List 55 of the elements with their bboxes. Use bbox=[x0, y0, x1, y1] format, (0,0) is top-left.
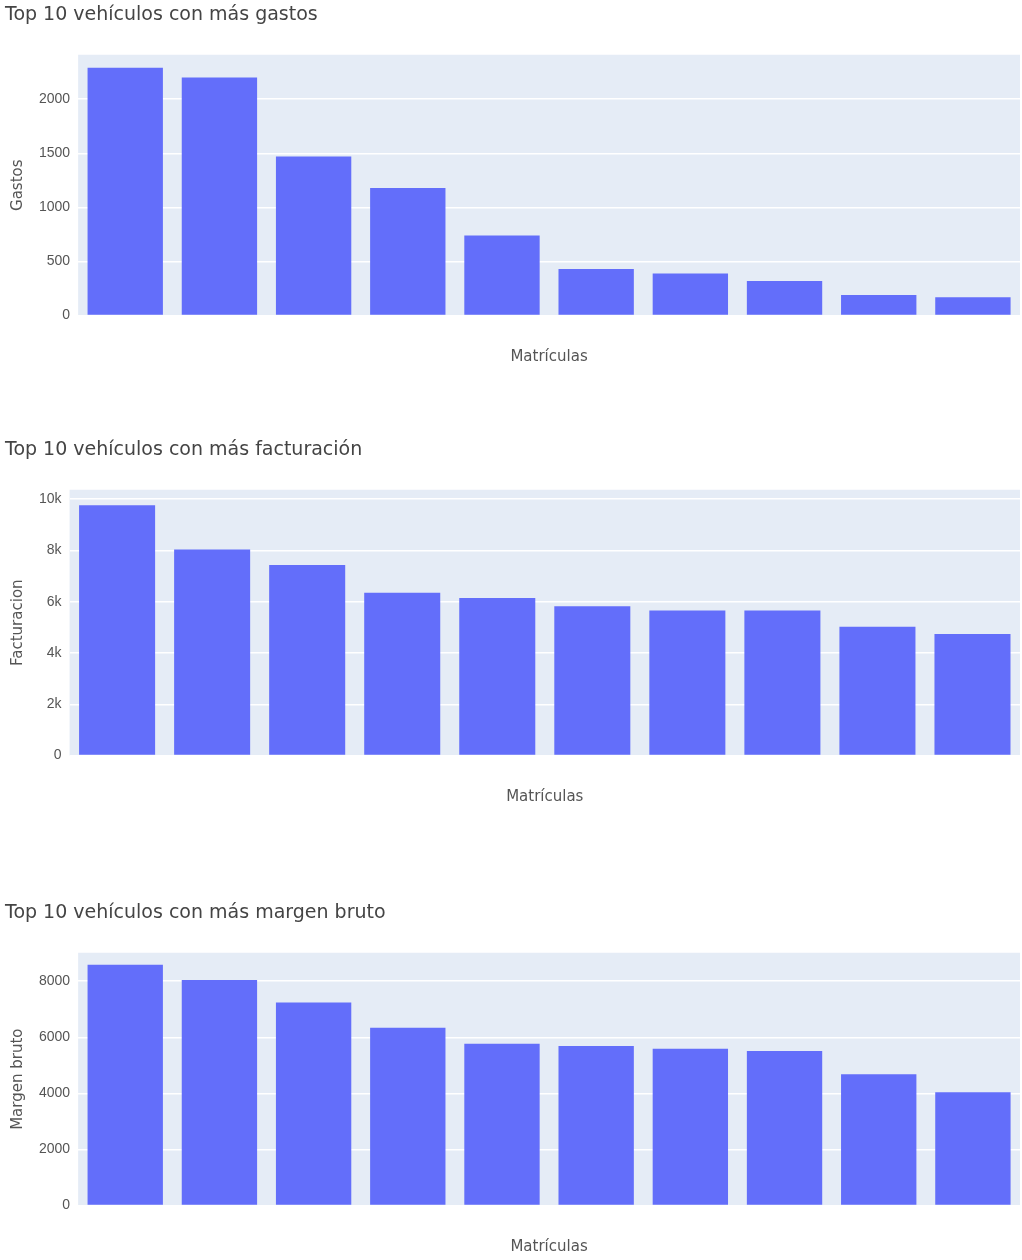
bar bbox=[652, 273, 729, 315]
bar bbox=[839, 626, 916, 755]
bar bbox=[269, 564, 346, 755]
y-tick-label: 4000 bbox=[38, 1084, 71, 1101]
x-axis-title: Matrículas bbox=[510, 1236, 588, 1255]
bar bbox=[649, 610, 726, 755]
bar bbox=[370, 1027, 446, 1205]
bar bbox=[181, 980, 258, 1205]
chart-title: Top 10 vehículos con más facturación bbox=[4, 437, 363, 460]
bar bbox=[652, 1048, 729, 1205]
bar bbox=[746, 280, 823, 315]
bar bbox=[554, 606, 631, 755]
x-axis-title: Matrículas bbox=[506, 786, 584, 805]
bar bbox=[370, 187, 446, 315]
bar bbox=[558, 269, 634, 315]
x-axis-title: Matrículas bbox=[510, 346, 588, 365]
y-tick-label: 2000 bbox=[38, 90, 71, 107]
y-tick-label: 4k bbox=[46, 643, 63, 660]
bar bbox=[934, 633, 1011, 755]
y-tick-label: 0 bbox=[53, 746, 62, 763]
bar bbox=[841, 295, 917, 315]
bar bbox=[87, 964, 163, 1205]
bar bbox=[275, 156, 352, 315]
y-tick-label: 500 bbox=[46, 252, 71, 269]
y-axis-title: Margen bruto bbox=[7, 1028, 26, 1130]
y-tick-label: 0 bbox=[62, 306, 71, 323]
bar bbox=[364, 592, 441, 755]
chart-title: Top 10 vehículos con más gastos bbox=[4, 2, 318, 25]
bar bbox=[558, 1045, 634, 1205]
bar bbox=[935, 1092, 1011, 1205]
chart-title: Top 10 vehículos con más margen bruto bbox=[4, 900, 386, 923]
bar bbox=[464, 235, 540, 315]
y-tick-label: 6000 bbox=[38, 1028, 71, 1045]
y-axis-title: Gastos bbox=[7, 159, 26, 211]
y-tick-label: 1000 bbox=[38, 198, 71, 215]
y-tick-label: 6k bbox=[46, 592, 63, 609]
bar bbox=[841, 1074, 917, 1205]
y-axis-title: Facturacion bbox=[7, 579, 26, 666]
y-tick-label: 10k bbox=[38, 489, 63, 506]
bar bbox=[935, 297, 1011, 315]
bar bbox=[174, 549, 251, 755]
y-tick-label: 2000 bbox=[38, 1140, 71, 1157]
bar bbox=[87, 67, 163, 315]
y-tick-label: 1500 bbox=[38, 144, 71, 161]
y-tick-label: 0 bbox=[62, 1196, 71, 1213]
bar bbox=[79, 505, 156, 755]
bar bbox=[275, 1002, 352, 1205]
bar bbox=[744, 610, 821, 755]
bar bbox=[746, 1051, 823, 1205]
y-tick-label: 8000 bbox=[38, 972, 71, 988]
bar bbox=[181, 77, 258, 315]
y-tick-label: 8k bbox=[46, 541, 63, 558]
bar bbox=[464, 1043, 540, 1205]
bar bbox=[459, 598, 536, 755]
y-tick-label: 2k bbox=[46, 695, 63, 712]
